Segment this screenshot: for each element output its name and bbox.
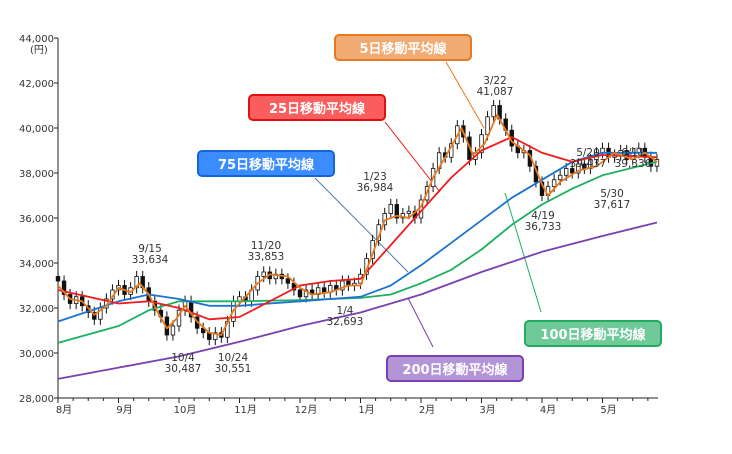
candle-body	[491, 105, 496, 118]
y-tick-label: 34,000	[19, 259, 54, 270]
legend-ma200: 200日移動平均線	[386, 355, 524, 382]
candle-body	[406, 210, 412, 214]
x-tick-label: 11月	[234, 404, 257, 416]
candle-body	[297, 289, 303, 298]
annotation-value: 32,693	[327, 316, 364, 328]
annotation-date: 9/15	[138, 243, 162, 255]
connector-ma100	[504, 192, 542, 313]
x-tick-label: 3月	[479, 404, 495, 416]
candle-body	[92, 312, 97, 320]
candle-body	[285, 278, 291, 284]
annotation-date: 10/24	[218, 352, 249, 364]
y-tick-label: 38,000	[19, 169, 54, 180]
x-tick-label: 8月	[56, 404, 72, 416]
annotation-value: 30,487	[165, 363, 202, 375]
candle-body	[570, 168, 575, 174]
candle-body	[55, 276, 61, 282]
connector-ma5	[445, 61, 485, 129]
annotation-date: 11/20	[251, 240, 281, 252]
candle-body	[624, 150, 629, 160]
candle-body	[303, 289, 309, 298]
legend-ma75: 75日移動平均線	[197, 150, 335, 177]
annotation-value: 39,336	[615, 158, 652, 170]
candle-body	[551, 179, 557, 187]
y-tick-label: 30,000	[19, 349, 54, 360]
y-unit-label: (円)	[30, 45, 48, 56]
annotation-value: 33,853	[248, 251, 285, 263]
annotation-value: 37,617	[594, 199, 631, 211]
connector-ma75	[314, 177, 409, 273]
x-tick-label: 1月	[358, 404, 374, 416]
series-line-75日移動平均線	[57, 151, 657, 323]
annotation-value: 39,437	[570, 158, 607, 170]
annotation-date: 6/11	[621, 147, 645, 159]
annotation-date: 5/30	[600, 188, 624, 200]
y-tick-label: 40,000	[19, 124, 54, 135]
annotation-value: 33,634	[132, 254, 169, 266]
annotation-value: 36,733	[525, 221, 562, 233]
candle-body	[564, 168, 569, 176]
y-tick-label: 42,000	[19, 79, 54, 90]
candle-body	[134, 276, 139, 289]
callout-connectors	[314, 61, 542, 348]
series-line-5日移動平均線	[57, 113, 658, 336]
y-tick-label: 36,000	[19, 214, 54, 225]
annotation-date: 10/4	[171, 352, 195, 364]
x-tick-label: 12月	[295, 404, 318, 416]
y-tick-label: 28,000	[19, 394, 54, 405]
candle-body	[213, 332, 218, 340]
annotation-value: 36,984	[357, 182, 394, 194]
x-tick-label: 4月	[540, 404, 556, 416]
y-tick-label: 32,000	[19, 304, 54, 315]
legend-ma25: 25日移動平均線	[248, 94, 386, 121]
series-line-100日移動平均線	[57, 160, 658, 344]
series-line-200日移動平均線	[57, 221, 658, 380]
x-tick-label: 5月	[600, 404, 616, 416]
x-tick-label: 10月	[174, 404, 197, 416]
annotation-date: 1/23	[363, 171, 387, 183]
x-tick-label: 2月	[419, 404, 435, 416]
x-tick-label: 9月	[116, 404, 132, 416]
axes: 28,000 30,000 32,000 34,000 36,000 38,000 40,0…	[19, 34, 658, 416]
legend-ma100: 100日移動平均線	[524, 320, 662, 347]
candle-body	[576, 163, 581, 174]
y-tick-label: 44,000	[19, 34, 54, 45]
annotation-value: 41,087	[477, 86, 514, 98]
annotation-date: 4/19	[531, 210, 555, 222]
candle-body	[557, 174, 563, 181]
candle-body	[321, 287, 327, 293]
series-line-25日移動平均線	[57, 136, 658, 321]
moving-average-lines	[57, 113, 658, 380]
annotation-date: 5/20	[576, 147, 600, 159]
annotation-date: 3/22	[483, 75, 507, 87]
candle-body	[61, 280, 67, 295]
candle-body	[261, 271, 266, 277]
candle-body	[170, 325, 176, 336]
connector-ma25	[384, 121, 441, 193]
legend-ma5: 5日移動平均線	[334, 34, 472, 61]
candlesticks	[55, 99, 660, 346]
candle-body	[388, 204, 393, 214]
annotation-date: 1/4	[337, 305, 354, 317]
candle-body	[394, 204, 399, 219]
annotation-value: 30,551	[215, 363, 252, 375]
connector-ma200	[407, 297, 434, 348]
